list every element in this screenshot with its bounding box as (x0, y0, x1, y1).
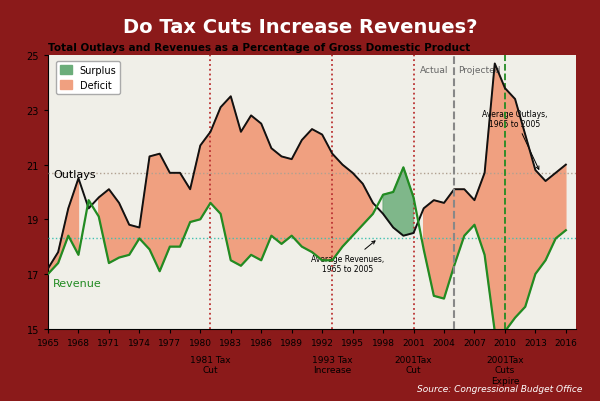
Text: 1981 Tax
Cut: 1981 Tax Cut (190, 355, 231, 374)
Text: Average Revenues,
1965 to 2005: Average Revenues, 1965 to 2005 (311, 241, 384, 273)
Text: Outlays: Outlays (53, 170, 96, 180)
Legend: Surplus, Deficit: Surplus, Deficit (56, 62, 120, 94)
Text: 2001Tax
Cuts
Expire: 2001Tax Cuts Expire (486, 355, 524, 385)
Text: Revenue: Revenue (53, 279, 102, 289)
Text: Projected: Projected (458, 66, 501, 75)
Text: Actual: Actual (419, 66, 448, 75)
Text: Do Tax Cuts Increase Revenues?: Do Tax Cuts Increase Revenues? (123, 18, 477, 37)
Text: 1993 Tax
Increase: 1993 Tax Increase (312, 355, 353, 374)
Text: Total Outlays and Revenues as a Percentage of Gross Domestic Product: Total Outlays and Revenues as a Percenta… (48, 43, 470, 53)
Text: Source: Congressional Budget Office: Source: Congressional Budget Office (416, 384, 582, 393)
Text: Average Outlays,
1965 to 2005: Average Outlays, 1965 to 2005 (482, 110, 548, 170)
Text: 2001Tax
Cut: 2001Tax Cut (395, 355, 433, 374)
